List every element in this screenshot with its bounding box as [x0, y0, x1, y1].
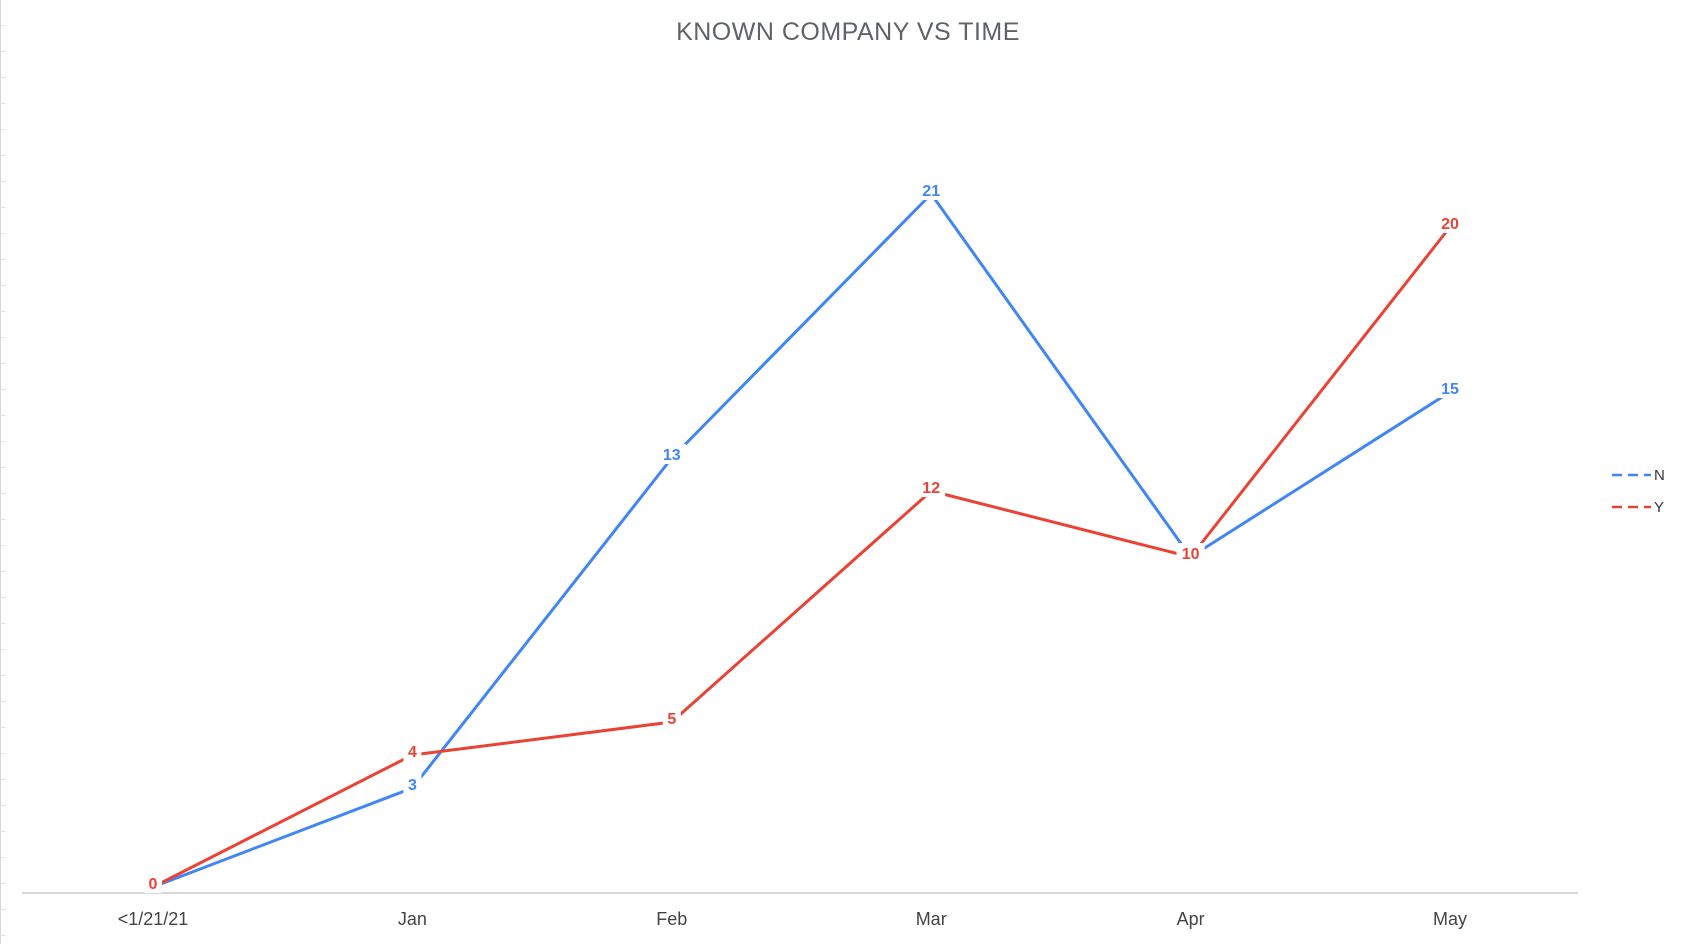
legend[interactable]: NY	[1612, 467, 1665, 516]
data-labels: 0313211015045121020	[144, 180, 1464, 893]
data-label-background	[403, 774, 422, 794]
series-lines	[151, 192, 1452, 889]
data-label-background	[917, 477, 946, 497]
x-tick-label: Jan	[398, 909, 427, 929]
legend-label-y[interactable]: Y	[1654, 499, 1664, 516]
left-border-ticks	[0, 0, 5, 944]
x-tick-label: May	[1433, 909, 1467, 929]
data-label-background	[403, 741, 422, 761]
data-label-y: 12	[922, 480, 940, 497]
series-line-n	[151, 192, 1452, 889]
data-label-y: 5	[667, 711, 676, 728]
data-label-n: 13	[663, 447, 681, 464]
data-label-background	[1176, 543, 1205, 563]
x-tick-label: <1/21/21	[118, 909, 189, 929]
data-label-y: 10	[1182, 546, 1200, 563]
data-label-n: 15	[1441, 381, 1459, 398]
data-label-background	[144, 873, 162, 893]
data-label-y: 4	[408, 744, 417, 761]
data-label-background	[657, 444, 686, 464]
x-axis-ticks: <1/21/21 Jan Feb Mar Apr May	[118, 909, 1467, 929]
x-tick-label: Mar	[916, 909, 947, 929]
data-label-n: 3	[408, 777, 417, 794]
data-label-background	[662, 708, 681, 728]
legend-label-n[interactable]: N	[1654, 467, 1665, 484]
series-line-y	[151, 225, 1452, 889]
data-label-background	[1436, 378, 1464, 398]
chart-title: KNOWN COMPANY VS TIME	[676, 18, 1020, 46]
data-label-n: 21	[922, 183, 940, 200]
data-label-y: 0	[149, 876, 158, 893]
x-tick-label: Apr	[1177, 909, 1205, 929]
data-label-background	[917, 180, 946, 200]
data-label-background	[1436, 213, 1464, 233]
data-label-y: 20	[1441, 216, 1459, 233]
x-tick-label: Feb	[656, 909, 687, 929]
